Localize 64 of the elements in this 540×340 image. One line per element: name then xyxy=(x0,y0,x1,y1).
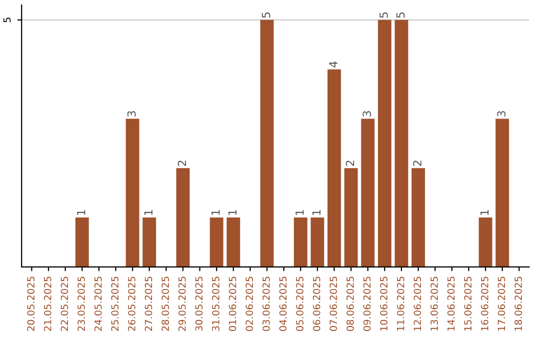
x-tick-label: 06.06.2025 xyxy=(312,276,320,331)
bar xyxy=(394,20,408,267)
bar xyxy=(176,168,190,267)
data-label: 1 xyxy=(77,210,86,215)
x-tick-label: 13.06.2025 xyxy=(430,276,438,331)
data-label: 2 xyxy=(413,160,422,166)
bar xyxy=(310,218,324,267)
x-tick-label: 12.06.2025 xyxy=(414,276,422,331)
x-tick-label: 07.06.2025 xyxy=(330,276,338,331)
data-label: 5 xyxy=(380,12,388,18)
data-label: 1 xyxy=(144,210,152,215)
x-tick-label: 17.06.2025 xyxy=(498,276,506,331)
x-tick-label: 28.05.2025 xyxy=(162,276,169,331)
x-tick-label: 23.05.2025 xyxy=(78,276,85,331)
data-label: 1 xyxy=(212,210,220,215)
x-tick-label: 29.05.2025 xyxy=(178,276,186,331)
bar xyxy=(412,168,425,267)
x-tick-label: 30.05.2025 xyxy=(195,276,203,331)
x-tick-label: 04.06.2025 xyxy=(279,276,287,331)
x-tick-label: 09.06.2025 xyxy=(363,276,371,331)
x-tick-label: 05.06.2025 xyxy=(296,276,304,331)
bar xyxy=(378,20,392,267)
bar xyxy=(361,118,375,267)
bar xyxy=(75,218,89,267)
x-tick-label: 01.06.2025 xyxy=(228,276,236,331)
x-tick-label: 18.06.2025 xyxy=(514,276,522,331)
data-label: 1 xyxy=(312,210,320,215)
x-tick-label: 10.06.2025 xyxy=(380,276,388,331)
x-tick-label: 02.06.2025 xyxy=(246,276,254,331)
x-tick-label: 25.05.2025 xyxy=(111,276,119,331)
data-label: 2 xyxy=(178,160,186,166)
data-label: 4 xyxy=(329,61,338,68)
bar xyxy=(344,168,358,267)
x-tick-label: 26.05.2025 xyxy=(128,276,136,331)
bar xyxy=(294,218,308,267)
x-tick-label: 31.05.2025 xyxy=(212,276,220,331)
bar xyxy=(328,69,341,267)
data-label: 1 xyxy=(296,210,304,215)
data-label: 3 xyxy=(497,111,506,116)
x-tick-label: 22.05.2025 xyxy=(60,276,68,331)
x-tick-label: 03.06.2025 xyxy=(262,276,270,331)
x-tick-label: 16.06.2025 xyxy=(480,276,488,331)
data-label: 3 xyxy=(362,111,372,116)
x-tick-label: 15.06.2025 xyxy=(464,276,472,331)
data-label: 1 xyxy=(228,210,236,215)
x-tick-label: 24.05.2025 xyxy=(94,276,102,331)
x-tick-label: 21.05.2025 xyxy=(44,276,52,331)
x-tick-label: 08.06.2025 xyxy=(346,276,354,331)
bar xyxy=(496,118,510,267)
x-tick-label: 14.06.2025 xyxy=(447,276,455,331)
data-label: 3 xyxy=(127,111,136,116)
x-tick-label: 20.05.2025 xyxy=(27,276,35,331)
x-tick-label: 11.06.2025 xyxy=(396,276,404,331)
bar xyxy=(478,218,492,267)
x-tick-label: 27.05.2025 xyxy=(144,276,152,331)
bar xyxy=(210,218,224,267)
bar xyxy=(260,20,274,267)
data-label: 5 xyxy=(262,12,270,18)
bar xyxy=(126,118,140,267)
bar xyxy=(142,218,156,267)
bar xyxy=(226,218,240,267)
data-label: 5 xyxy=(396,12,405,18)
data-label: 1 xyxy=(480,210,489,215)
data-label: 2 xyxy=(346,160,354,166)
